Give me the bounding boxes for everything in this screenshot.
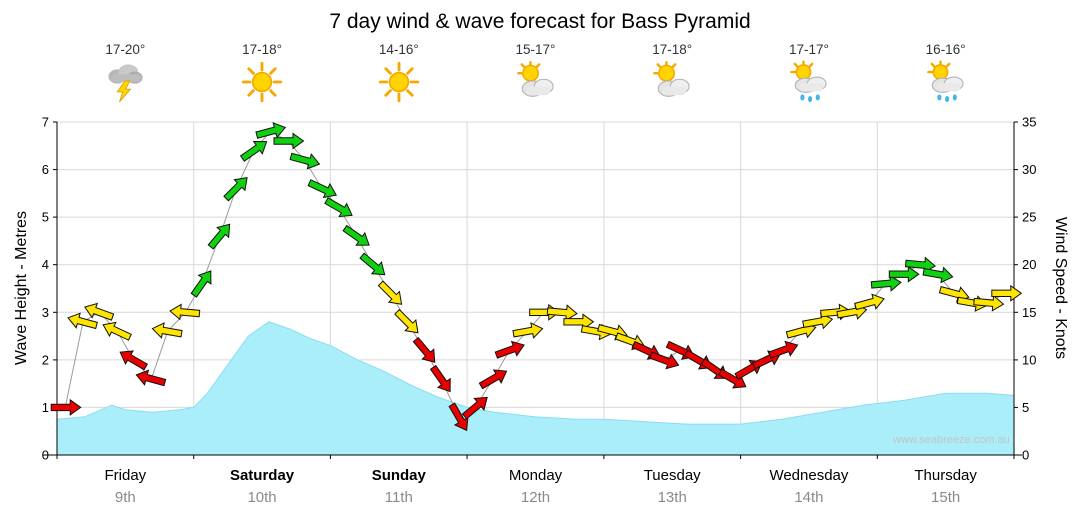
right-axis-tick-label: 25 xyxy=(1022,210,1036,225)
wind-arrow xyxy=(102,321,132,341)
wind-arrow xyxy=(377,280,403,305)
wind-arrow xyxy=(870,274,902,292)
sun-showers-icon xyxy=(787,60,831,104)
wind-arrow xyxy=(412,336,436,363)
day-temperature-range: 17-18° xyxy=(652,42,693,57)
wind-arrow xyxy=(307,179,338,199)
left-axis-title: Wave Height - Metres xyxy=(13,210,30,366)
wind-arrow xyxy=(119,350,149,371)
wave-height-area xyxy=(56,321,1015,456)
storm-icon xyxy=(103,60,147,104)
wind-arrow xyxy=(67,312,98,330)
day-date-label: 14th xyxy=(794,489,824,506)
wind-arrow xyxy=(342,224,370,246)
wind-arrow xyxy=(649,351,680,370)
wind-arrow xyxy=(461,396,488,420)
right-axis-tick-label: 35 xyxy=(1022,115,1036,130)
right-axis-tick-label: 15 xyxy=(1022,305,1036,320)
wind-arrow xyxy=(151,322,183,339)
day-name-label: Sunday xyxy=(371,467,426,484)
right-axis-tick-label: 0 xyxy=(1022,448,1029,463)
wind-arrow xyxy=(563,313,595,331)
wind-arrow xyxy=(255,122,287,139)
wind-arrow xyxy=(135,369,167,387)
wind-arrow xyxy=(273,132,305,150)
day-date-label: 12th xyxy=(520,489,551,506)
day-temperature-range: 17-17° xyxy=(788,42,829,57)
wind-arrow xyxy=(190,270,212,298)
wind-arrow xyxy=(973,294,1005,312)
sun-cloud-icon xyxy=(650,60,694,104)
wind-arrow xyxy=(888,265,920,283)
left-axis-tick-label: 0 xyxy=(42,448,49,463)
wind-arrow xyxy=(546,304,578,322)
wind-arrow xyxy=(169,303,201,321)
wind-arrow xyxy=(239,140,268,162)
left-axis-tick-label: 6 xyxy=(42,162,49,177)
left-axis-tick-label: 5 xyxy=(42,210,49,225)
day-name-label: Thursday xyxy=(914,467,977,484)
right-axis-tick-label: 20 xyxy=(1022,257,1036,272)
right-axis-tick-label: 10 xyxy=(1022,352,1036,367)
day-name-label: Saturday xyxy=(229,467,295,484)
wind-arrow xyxy=(494,340,525,359)
wind-arrow xyxy=(991,284,1023,302)
left-axis-tick-label: 2 xyxy=(42,352,49,367)
day-temperature-range: 14-16° xyxy=(378,42,419,57)
day-temperature-range: 15-17° xyxy=(515,42,556,57)
left-axis-tick-label: 4 xyxy=(42,257,49,272)
wind-arrow xyxy=(922,266,954,284)
day-temperature-range: 17-20° xyxy=(105,42,146,57)
watermark: www.seabreeze.com.au xyxy=(892,434,1010,446)
wind-arrow xyxy=(429,364,451,393)
day-date-label: 13th xyxy=(657,489,687,506)
wind-arrow xyxy=(448,402,469,432)
wind-arrow xyxy=(359,252,386,276)
sun-icon xyxy=(377,60,421,104)
wind-arrow xyxy=(207,223,231,250)
day-name-label: Monday xyxy=(508,467,563,484)
wind-arrow xyxy=(854,293,885,311)
day-name-label: Tuesday xyxy=(643,467,701,484)
right-axis-title: Wind Speed - Knots xyxy=(1052,216,1069,360)
sun-icon xyxy=(240,60,284,104)
day-name-label: Wednesday xyxy=(769,467,849,484)
wind-arrow xyxy=(324,197,353,218)
day-date-label: 11th xyxy=(384,489,413,506)
wind-arrow xyxy=(84,302,115,321)
wind-arrow xyxy=(478,369,508,390)
wind-arrow xyxy=(512,322,544,339)
sun-cloud-icon xyxy=(514,60,558,104)
day-name-label: Friday xyxy=(104,467,147,484)
wind-arrow xyxy=(50,398,82,416)
day-temperature-range: 17-18° xyxy=(242,42,283,57)
sun-showers-icon xyxy=(924,60,968,104)
day-temperature-range: 16-16° xyxy=(925,42,966,57)
wind-arrow xyxy=(394,308,419,334)
wind-arrow xyxy=(289,152,321,170)
wind-arrow xyxy=(223,177,248,202)
left-axis-tick-label: 3 xyxy=(42,305,49,320)
day-date-label: 15th xyxy=(931,489,961,506)
day-date-label: 9th xyxy=(114,489,136,506)
left-axis-tick-label: 7 xyxy=(42,115,49,130)
right-axis-tick-label: 30 xyxy=(1022,162,1036,177)
page-title: 7 day wind & wave forecast for Bass Pyra… xyxy=(329,10,751,33)
right-axis-tick-label: 5 xyxy=(1022,400,1029,415)
wind-arrow xyxy=(768,340,799,359)
left-axis-tick-label: 1 xyxy=(42,400,49,415)
day-date-label: 10th xyxy=(247,489,277,506)
